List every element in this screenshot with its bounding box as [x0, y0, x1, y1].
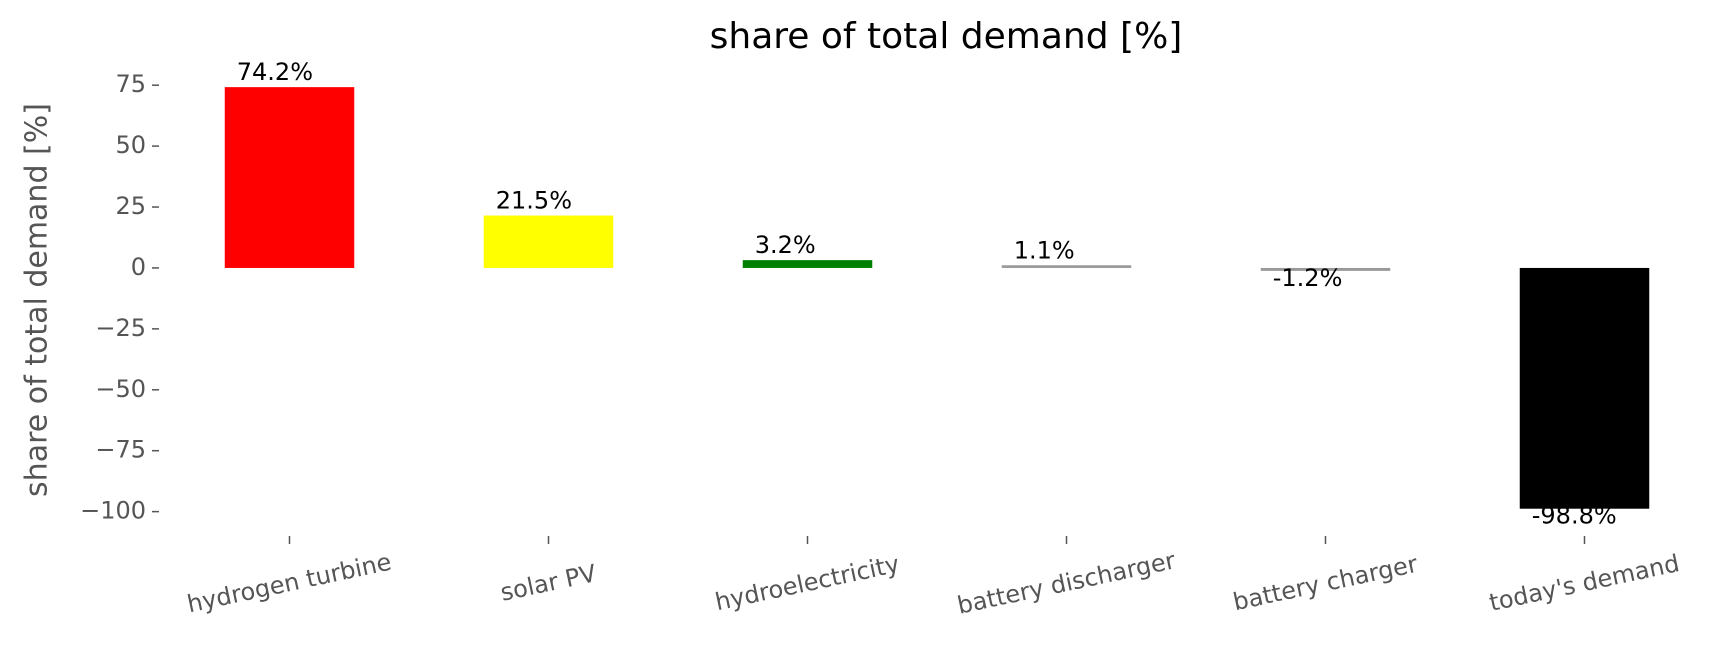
data-label: 21.5% — [496, 187, 572, 215]
chart-title: share of total demand [%] — [710, 16, 1183, 57]
x-tick-label: solar PV — [498, 559, 599, 607]
x-tick-label: hydrogen turbine — [185, 548, 394, 619]
bar — [483, 215, 614, 268]
y-axis-label: share of total demand [%] — [20, 103, 55, 497]
x-tick-label: today's demand — [1487, 549, 1682, 617]
data-label: 74.2% — [237, 58, 313, 86]
y-tick-label: −100 — [80, 497, 146, 525]
y-tick-label: −50 — [95, 375, 146, 403]
bar — [742, 260, 873, 268]
y-tick-label: 50 — [115, 131, 146, 159]
y-tick-label: 0 — [131, 253, 146, 281]
y-tick-label: −75 — [95, 436, 146, 464]
x-tick-label: battery discharger — [955, 546, 1178, 620]
y-tick-label: 75 — [115, 70, 146, 98]
bar — [1001, 265, 1132, 268]
data-label: 1.1% — [1014, 236, 1075, 264]
bar — [1260, 267, 1391, 271]
bar — [224, 87, 355, 268]
data-label: 3.2% — [755, 231, 816, 259]
bar — [1519, 267, 1650, 509]
x-tick-label: battery charger — [1231, 550, 1421, 616]
y-tick-label: 25 — [115, 192, 146, 220]
data-label: -1.2% — [1273, 264, 1343, 292]
data-label: -98.8% — [1532, 502, 1617, 530]
x-tick-label: hydroelectricity — [713, 550, 902, 616]
y-tick-label: −25 — [95, 314, 146, 342]
